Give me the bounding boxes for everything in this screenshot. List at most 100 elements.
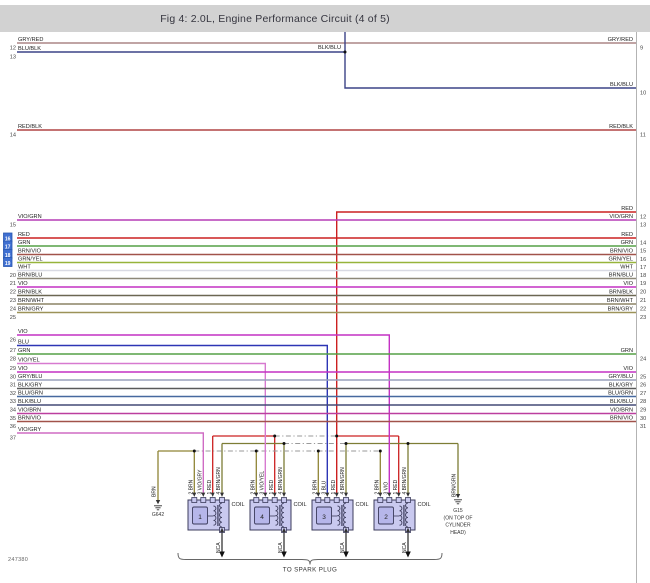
pin-number: 23 <box>10 298 16 304</box>
wire-label: GRY/RED <box>18 37 43 43</box>
pin-number: 31 <box>10 383 16 389</box>
wire-arrow-icon <box>344 492 348 497</box>
pin-number: 26 <box>640 383 646 389</box>
wire-arrow-icon <box>220 527 224 532</box>
wire-arrow-icon <box>201 492 206 497</box>
wire-arrow-icon <box>192 492 197 497</box>
coil-pin-label: 1 RED <box>331 479 337 494</box>
pin-number: 23 <box>640 315 646 321</box>
to-spark-plug-label: TO SPARK PLUG <box>283 567 337 574</box>
spark-plug-brace <box>177 552 443 565</box>
wire-label: BRN/GRY <box>608 307 634 313</box>
pin-number: 13 <box>640 223 646 229</box>
pin-number: 29 <box>640 408 646 414</box>
coil-terminal <box>219 497 225 503</box>
wire-arrow-icon <box>282 527 286 532</box>
junction-dot <box>273 434 277 438</box>
nca-label: NCA <box>278 542 284 553</box>
wire-label: GRN <box>18 348 30 354</box>
coil-pin-label: 1 RED <box>269 479 275 494</box>
pin-number: 20 <box>10 273 16 279</box>
ground-label: G15 <box>453 508 463 514</box>
wire-label: BLK/BLU <box>18 399 41 405</box>
coil-label: COIL <box>418 502 431 508</box>
wire-label: VIO <box>18 281 28 287</box>
pin-number: 30 <box>640 416 646 422</box>
pin-number: 24 <box>640 357 646 363</box>
coil-terminal <box>253 497 260 503</box>
pin-number: 24 <box>10 307 16 313</box>
coil-pin-label: 2 BRN <box>313 479 319 494</box>
coil-label: COIL <box>232 502 245 508</box>
pin-number: 14 <box>10 133 16 139</box>
wire-vio-gry <box>17 432 205 493</box>
junction-dot <box>343 50 347 54</box>
coil-number: 1 <box>198 514 202 521</box>
wire-label: GRY/RED <box>608 37 633 43</box>
wire-label: GRN <box>621 240 633 246</box>
wire-arrow-icon <box>378 492 383 497</box>
junction-dot <box>192 449 196 453</box>
pin-number: 11 <box>640 133 646 139</box>
coil-primary-box <box>378 506 394 525</box>
wire-arrow-icon <box>272 492 277 497</box>
wire-label: RED <box>621 232 633 238</box>
wire-arrow-icon <box>396 492 401 497</box>
wire-label: BLU/BLK <box>18 46 41 52</box>
nca-label: NCA <box>340 542 346 553</box>
pin-number: 12 <box>10 46 16 52</box>
wire-vio-yel <box>17 362 266 493</box>
coil-terminal <box>386 497 393 503</box>
pin-number: 28 <box>10 357 16 363</box>
pin-number: 36 <box>10 424 16 430</box>
wire-label: VIO/GRN <box>609 214 633 220</box>
pin-number: 28 <box>640 399 646 405</box>
wire-label: BLK/GRY <box>18 383 42 389</box>
wire-label: BRN/VIO <box>610 416 634 422</box>
ground-icon <box>455 494 461 499</box>
wire-label: VIO/GRN <box>18 214 42 220</box>
coil-terminal <box>405 497 411 503</box>
pin-number: 25 <box>640 375 646 381</box>
wire-arrow-icon <box>406 527 410 532</box>
coil-winding <box>343 502 347 528</box>
wire-arrow-icon <box>282 492 286 497</box>
coil-terminal <box>262 497 269 503</box>
coil-pin-label: 3 VIO/YEL <box>260 471 266 495</box>
wire-label: VIO/GRY <box>18 427 41 433</box>
pin-number: 29 <box>10 366 16 372</box>
wire-label: BRN/BLU <box>609 273 633 279</box>
coil-pin-label: 2 BRN <box>375 479 381 494</box>
pin-number: 35 <box>10 416 16 422</box>
wire-arrow-icon <box>316 492 321 497</box>
pin-highlight <box>3 257 13 267</box>
title-bar: Fig 4: 2.0L, Engine Performance Circuit … <box>0 5 650 32</box>
wire-arrow-icon <box>263 492 268 497</box>
coil-winding <box>219 502 223 528</box>
figure-title: Fig 4: 2.0L, Engine Performance Circuit … <box>160 12 390 25</box>
wire-arrow-icon <box>325 492 330 497</box>
wire-label: BRN/BLK <box>18 290 42 296</box>
wire-label: BRN/GRY <box>18 307 44 313</box>
junction-dot <box>378 449 382 453</box>
figure-code: 247380 <box>8 557 29 563</box>
pin-number: 17 <box>640 265 646 271</box>
junction-dot <box>254 449 258 453</box>
coil-terminal <box>377 497 384 503</box>
pin-number: 31 <box>640 424 646 430</box>
spark-arrow-icon <box>281 551 287 558</box>
ground-wire-label: BRN <box>152 486 158 497</box>
wire-label: VIO <box>18 329 28 335</box>
coil-terminal <box>324 497 331 503</box>
coil-pin-label: 4 BRN/GRN <box>278 467 284 495</box>
pin-number: 37 <box>10 436 16 442</box>
wire-vio <box>17 334 390 493</box>
pin-number: 19 <box>640 281 646 287</box>
wire-label: GRN/YEL <box>608 257 633 263</box>
wire-arrow-icon <box>210 492 215 497</box>
wire-label: RED <box>18 232 30 238</box>
pin-number: 21 <box>10 281 16 287</box>
nca-label: NCA <box>402 542 408 553</box>
wire-label: RED <box>621 206 633 212</box>
